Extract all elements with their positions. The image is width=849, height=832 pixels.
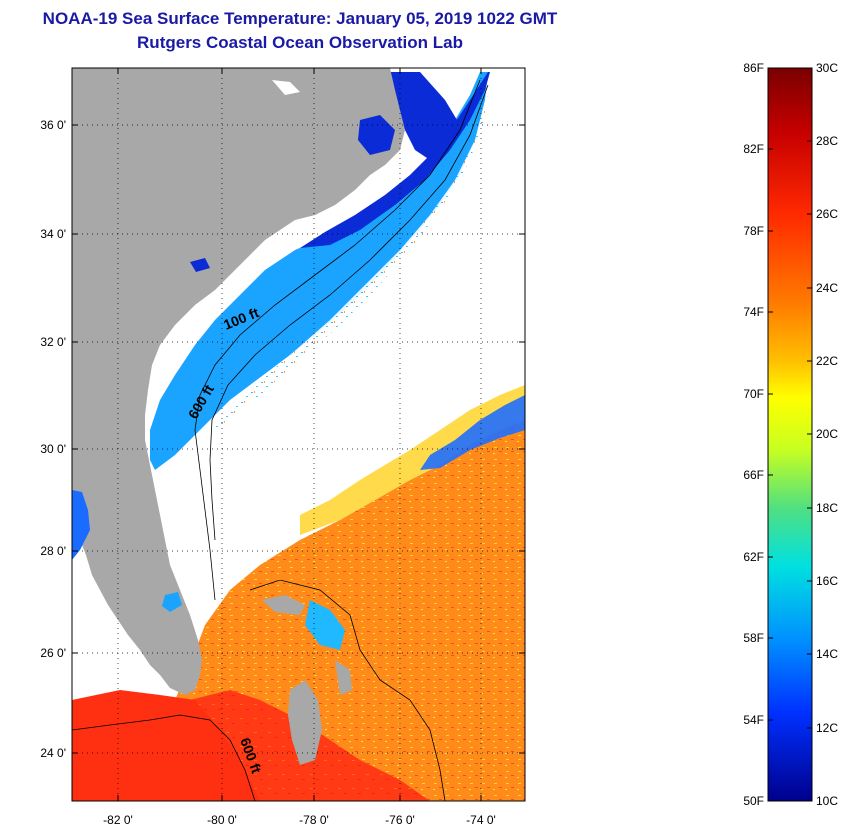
legend-c-28: 28C — [816, 134, 838, 148]
legend-f-62: 62F — [743, 550, 764, 564]
legend-c-26: 26C — [816, 207, 838, 221]
legend-c-14: 14C — [816, 647, 838, 661]
legend-f-74: 74F — [743, 305, 764, 319]
legend-c-30: 30C — [816, 61, 838, 75]
isobath-600ft — [209, 84, 489, 541]
land-eleuthera — [335, 660, 352, 695]
lake-small-2 — [272, 80, 300, 95]
lon-label-76: -76 0' — [385, 813, 415, 827]
sst-blue-fringe — [420, 395, 525, 470]
sst-gulf-warm-region — [72, 690, 260, 801]
temperature-color-legend: 86F 82F 78F 74F 70F 66F 62F 58F 54F 50F … — [743, 61, 838, 808]
lat-label-30: 30 0' — [40, 442, 66, 456]
legend-f-70: 70F — [743, 387, 764, 401]
land-andros — [288, 680, 322, 765]
color-scale-bar — [767, 67, 813, 802]
page-title: NOAA-19 Sea Surface Temperature: January… — [42, 9, 558, 28]
celsius-ticks — [807, 67, 812, 802]
sst-shelf-water — [150, 72, 488, 470]
map-frame — [71, 67, 526, 802]
page-subtitle: Rutgers Coastal Ocean Observation Lab — [137, 33, 463, 52]
legend-c-24: 24C — [816, 281, 838, 295]
sst-gulf-west — [72, 490, 90, 560]
legend-f-78: 78F — [743, 224, 764, 238]
lat-label-26: 26 0' — [40, 646, 66, 660]
map-data-layer — [72, 68, 525, 801]
isobath-gulf — [72, 714, 256, 801]
sst-cool-fringe — [300, 385, 525, 535]
sst-bahamas-cool — [305, 600, 345, 650]
lon-label-78: -78 0' — [299, 813, 329, 827]
legend-c-16: 16C — [816, 574, 838, 588]
legend-c-20: 20C — [816, 427, 838, 441]
lake-small-1 — [190, 258, 210, 272]
lat-label-36: 36 0' — [40, 118, 66, 132]
legend-f-50: 50F — [743, 794, 764, 808]
legend-f-54: 54F — [743, 713, 764, 727]
sea-surface-temperature-map: 36 0' 34 0' 32 0' 30 0' 28 0' 26 0' 24 0… — [40, 67, 526, 827]
legend-f-86: 86F — [743, 61, 764, 75]
sst-northern-cold — [390, 72, 460, 160]
legend-c-10: 10C — [816, 794, 838, 808]
lake-okeechobee — [162, 592, 182, 612]
land-mainland — [72, 68, 405, 695]
legend-c-18: 18C — [816, 501, 838, 515]
legend-f-66: 66F — [743, 468, 764, 482]
map-ticks — [72, 68, 525, 801]
legend-c-22: 22C — [816, 354, 838, 368]
legend-c-12: 12C — [816, 721, 838, 735]
isobath-bahamas — [249, 579, 446, 801]
legend-f-82: 82F — [743, 142, 764, 156]
lat-label-34: 34 0' — [40, 227, 66, 241]
lat-label-28: 28 0' — [40, 544, 66, 558]
land-bahamas-north — [262, 595, 305, 615]
lon-label-82: -82 0' — [103, 813, 133, 827]
lon-label-74: -74 0' — [466, 813, 496, 827]
lon-label-80: -80 0' — [207, 813, 237, 827]
map-gridlines — [72, 68, 525, 801]
isobath-100ft — [194, 79, 481, 601]
lat-label-32: 32 0' — [40, 335, 66, 349]
lat-label-24: 24 0' — [40, 746, 66, 760]
fahrenheit-ticks — [768, 67, 773, 802]
legend-f-58: 58F — [743, 631, 764, 645]
